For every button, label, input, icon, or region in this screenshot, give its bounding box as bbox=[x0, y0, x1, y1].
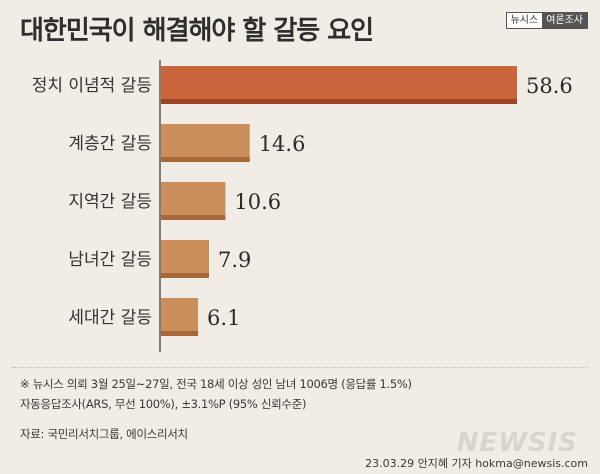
value-label: 10.6 bbox=[234, 190, 281, 214]
bar-shadow bbox=[161, 331, 199, 336]
value-label: 6.1 bbox=[207, 306, 240, 330]
category-label: 남녀간 갈등 bbox=[68, 250, 152, 270]
category-label: 지역간 갈등 bbox=[68, 192, 152, 212]
survey-note-2: 자동응답조사(ARS, 무선 100%), ±3.1%P (95% 신뢰수준) bbox=[20, 397, 307, 411]
category-label: 계층간 갈등 bbox=[68, 134, 152, 154]
value-label: 7.9 bbox=[218, 248, 251, 272]
bar-shadow bbox=[161, 215, 226, 220]
value-label: 14.6 bbox=[259, 132, 306, 156]
badge-brand: 뉴시스 bbox=[506, 13, 543, 28]
value-label: 58.6 bbox=[526, 74, 573, 98]
bar-shadow bbox=[161, 273, 209, 278]
bar bbox=[161, 182, 226, 220]
bar bbox=[161, 124, 250, 162]
badge-poll: 여론조사 bbox=[542, 13, 587, 28]
source-note: 자료: 국민리서치그룹, 에이스리서치 bbox=[20, 427, 188, 441]
chart-title: 대한민국이 해결해야 할 갈등 요인 bbox=[20, 16, 374, 46]
bar bbox=[161, 240, 209, 278]
newsis-watermark: NEWSIS bbox=[456, 428, 578, 458]
category-label: 정치 이념적 갈등 bbox=[32, 76, 152, 96]
reporter-credit: 23.03.29 안지혜 기자 hokma@newsis.com bbox=[365, 457, 588, 470]
newsis-poll-badge: 뉴시스 여론조사 bbox=[505, 12, 588, 29]
bar bbox=[161, 298, 199, 336]
survey-note-1: ※ 뉴시스 의뢰 3월 25일~27일, 전국 18세 이상 성인 남녀 100… bbox=[20, 377, 412, 391]
divider bbox=[12, 367, 588, 368]
bar-shadow bbox=[161, 157, 250, 162]
bar bbox=[161, 66, 517, 104]
category-label: 세대간 갈등 bbox=[68, 308, 152, 328]
bar-shadow bbox=[161, 99, 517, 104]
